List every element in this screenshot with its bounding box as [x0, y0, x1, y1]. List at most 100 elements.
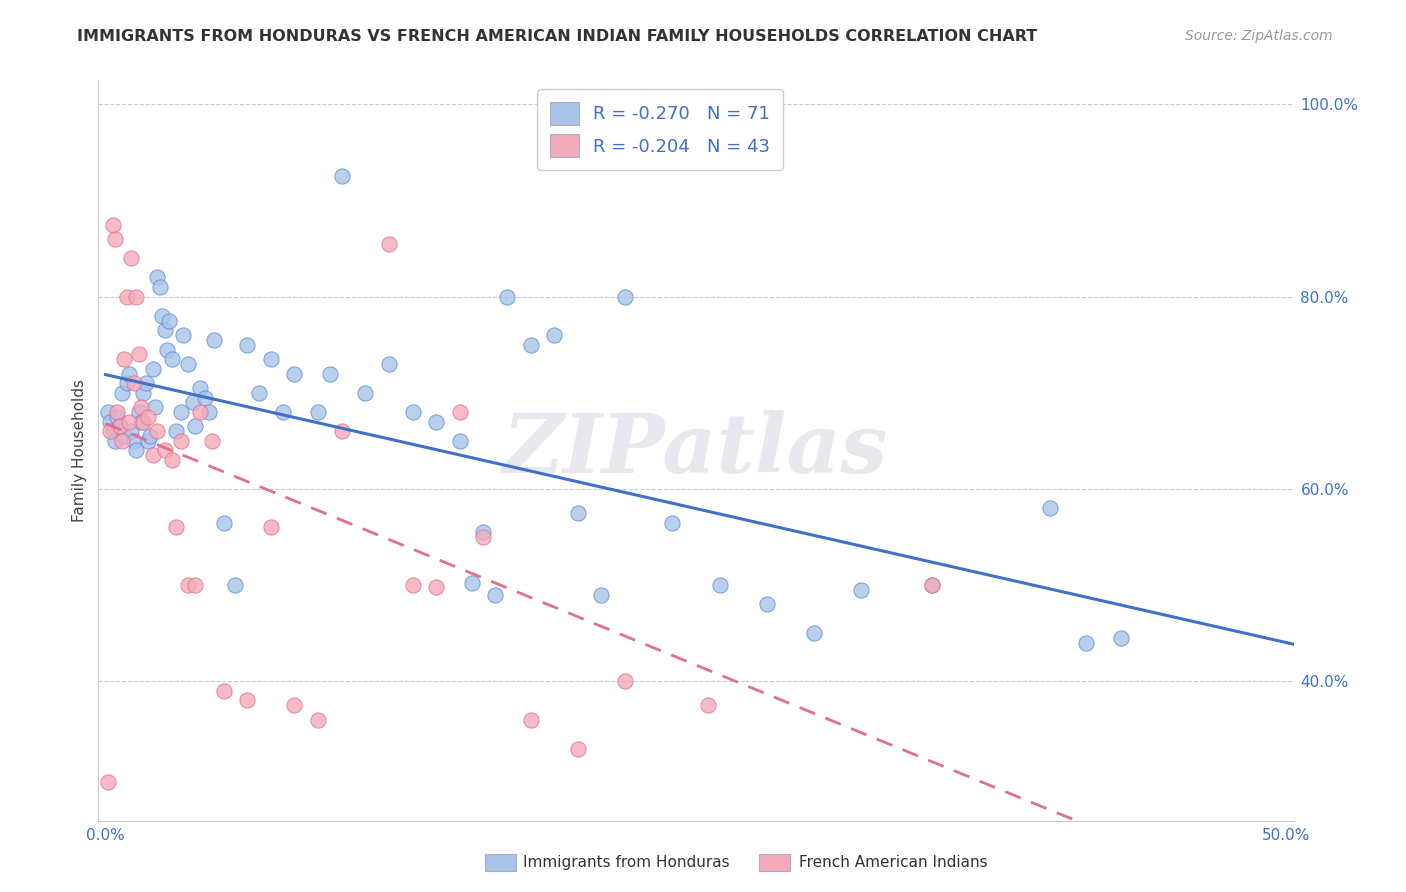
Point: [591, 588, 613, 602]
Point: [170, 434, 193, 448]
Point: [247, 385, 270, 400]
Point: [112, 429, 135, 443]
Point: [165, 424, 187, 438]
Point: [105, 409, 128, 424]
Point: [97, 405, 120, 419]
Point: [153, 443, 176, 458]
Point: [755, 597, 778, 611]
Point: [181, 395, 204, 409]
Point: [98, 424, 121, 438]
Point: [111, 434, 134, 448]
Point: [921, 578, 943, 592]
Point: [98, 415, 121, 429]
Point: [188, 405, 211, 419]
Point: [146, 270, 169, 285]
Point: [378, 236, 401, 251]
Point: [567, 506, 589, 520]
Point: [125, 290, 148, 304]
Point: [472, 525, 495, 540]
Point: [150, 309, 173, 323]
Point: [143, 400, 166, 414]
Point: [104, 434, 127, 448]
Point: [112, 352, 135, 367]
Point: [157, 313, 180, 327]
Point: [125, 443, 148, 458]
Point: [567, 741, 589, 756]
Point: [212, 516, 235, 530]
Point: [224, 578, 246, 592]
Point: [319, 367, 342, 381]
Point: [202, 333, 225, 347]
Point: [307, 713, 329, 727]
Point: [188, 381, 211, 395]
Text: Source: ZipAtlas.com: Source: ZipAtlas.com: [1185, 29, 1333, 43]
Text: Immigrants from Honduras: Immigrants from Honduras: [523, 855, 730, 870]
Point: [236, 693, 259, 707]
Point: [696, 698, 718, 713]
Point: [260, 352, 283, 367]
Point: [614, 674, 637, 689]
Point: [212, 683, 235, 698]
Point: [425, 415, 447, 429]
Point: [101, 424, 124, 438]
Point: [111, 385, 134, 400]
Point: [132, 415, 155, 429]
Point: [330, 424, 353, 438]
Text: ZIPatlas: ZIPatlas: [503, 410, 889, 491]
Point: [139, 429, 162, 443]
Point: [184, 578, 207, 592]
Point: [149, 280, 172, 294]
Text: IMMIGRANTS FROM HONDURAS VS FRENCH AMERICAN INDIAN FAMILY HOUSEHOLDS CORRELATION: IMMIGRANTS FROM HONDURAS VS FRENCH AMERI…: [77, 29, 1038, 44]
Point: [132, 385, 155, 400]
Point: [122, 376, 145, 391]
Point: [177, 357, 200, 371]
Point: [307, 405, 329, 419]
Point: [198, 405, 221, 419]
Point: [201, 434, 224, 448]
Point: [129, 415, 152, 429]
Point: [108, 419, 131, 434]
Point: [142, 448, 165, 462]
Y-axis label: Family Households: Family Households: [72, 379, 87, 522]
Point: [115, 376, 138, 391]
Point: [425, 580, 447, 594]
Point: [122, 434, 145, 448]
Point: [519, 337, 541, 351]
Point: [378, 357, 401, 371]
Point: [449, 405, 471, 419]
Point: [118, 367, 141, 381]
Point: [136, 409, 159, 424]
Point: [496, 290, 519, 304]
Point: [354, 385, 377, 400]
Point: [128, 347, 150, 361]
Point: [128, 405, 150, 419]
Point: [194, 391, 217, 405]
Point: [460, 576, 482, 591]
Point: [803, 626, 825, 640]
Point: [108, 419, 131, 434]
Point: [449, 434, 471, 448]
Point: [330, 169, 353, 184]
Point: [160, 352, 183, 367]
Point: [160, 453, 183, 467]
Point: [283, 367, 305, 381]
Text: French American Indians: French American Indians: [799, 855, 987, 870]
Point: [1109, 631, 1132, 645]
Point: [236, 337, 259, 351]
Point: [142, 361, 165, 376]
Point: [115, 290, 138, 304]
Legend: R = -0.270   N = 71, R = -0.204   N = 43: R = -0.270 N = 71, R = -0.204 N = 43: [537, 89, 783, 170]
Point: [170, 405, 193, 419]
Point: [135, 376, 157, 391]
Point: [153, 323, 176, 337]
Point: [136, 434, 159, 448]
Point: [121, 424, 143, 438]
Point: [146, 424, 169, 438]
Point: [177, 578, 200, 592]
Point: [472, 530, 495, 544]
Point: [851, 582, 873, 597]
Point: [283, 698, 305, 713]
Point: [184, 419, 207, 434]
Point: [97, 775, 120, 789]
Point: [709, 578, 731, 592]
